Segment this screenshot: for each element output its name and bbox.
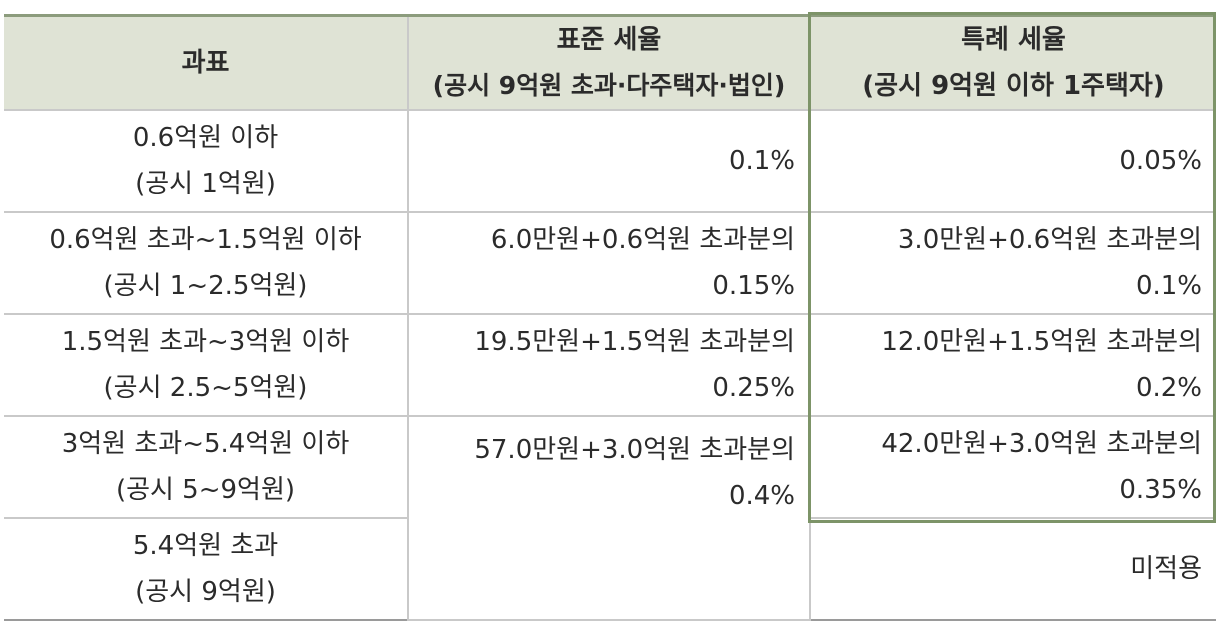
tax-base-cell: 1.5억원 초과~3억원 이하 (공시 2.5~5억원): [4, 314, 409, 417]
standard-rate-value: 0.1%: [728, 146, 795, 176]
special-rate-percent: 0.35%: [1119, 475, 1202, 505]
tax-base-range: 5.4억원 초과: [132, 531, 279, 561]
special-rate-cell: 3.0만원+0.6억원 초과분의 0.1%: [810, 212, 1216, 315]
tax-base-range: 0.6억원 초과~1.5억원 이하: [49, 225, 362, 255]
header-tax-base: 과표: [4, 15, 409, 111]
tax-base-cell: 5.4억원 초과 (공시 9억원): [4, 518, 409, 621]
special-rate-value: 0.05%: [1119, 146, 1202, 176]
standard-rate-percent: 0.25%: [712, 373, 795, 403]
table-row: 1.5억원 초과~3억원 이하 (공시 2.5~5억원) 19.5만원+1.5억…: [4, 314, 1216, 417]
header-standard-rate-title: 표준 세율: [556, 25, 662, 55]
tax-base-range: 3억원 초과~5.4억원 이하: [61, 429, 350, 459]
special-rate-cell: 0.05%: [810, 110, 1216, 213]
standard-rate-percent: 0.4%: [728, 481, 795, 511]
tax-base-public-price: (공시 1억원): [135, 169, 276, 199]
special-rate-not-applicable: 미적용: [1130, 554, 1202, 584]
standard-rate-cell: 6.0만원+0.6억원 초과분의 0.15%: [408, 212, 811, 315]
property-tax-rate-table: 과표 표준 세율 (공시 9억원 초과·다주택자·법인) 특례 세율 (공시 9…: [4, 14, 1216, 621]
special-rate-percent: 0.1%: [1135, 271, 1202, 301]
table-row: 0.6억원 초과~1.5억원 이하 (공시 1~2.5억원) 6.0만원+0.6…: [4, 212, 1216, 315]
tax-base-public-price: (공시 5~9억원): [115, 475, 296, 505]
header-special-rate-subtitle: (공시 9억원 이하 1주택자): [862, 71, 1165, 101]
header-tax-base-label: 과표: [181, 48, 230, 78]
header-special-rate: 특례 세율 (공시 9억원 이하 1주택자): [810, 15, 1216, 111]
table-row: 0.6억원 이하 (공시 1억원) 0.1% 0.05%: [4, 110, 1216, 213]
tax-base-public-price: (공시 9억원): [135, 577, 276, 607]
tax-base-range: 0.6억원 이하: [132, 123, 279, 153]
special-rate-formula: 42.0만원+3.0억원 초과분의: [881, 429, 1202, 459]
standard-rate-formula: 19.5만원+1.5억원 초과분의: [474, 327, 795, 357]
table-header-row: 과표 표준 세율 (공시 9억원 초과·다주택자·법인) 특례 세율 (공시 9…: [4, 15, 1216, 111]
standard-rate-formula: 57.0만원+3.0억원 초과분의: [474, 435, 795, 465]
standard-rate-percent: 0.15%: [712, 271, 795, 301]
special-rate-cell: 42.0만원+3.0억원 초과분의 0.35%: [810, 416, 1216, 519]
special-rate-cell: 미적용: [810, 518, 1216, 621]
special-rate-percent: 0.2%: [1135, 373, 1202, 403]
standard-rate-cell: 0.1%: [408, 110, 811, 213]
special-rate-formula: 3.0만원+0.6억원 초과분의: [897, 225, 1202, 255]
table-row: 3억원 초과~5.4억원 이하 (공시 5~9억원) 57.0만원+3.0억원 …: [4, 416, 1216, 621]
tax-base-public-price: (공시 1~2.5억원): [103, 271, 308, 301]
special-rate-formula: 12.0만원+1.5억원 초과분의: [881, 327, 1202, 357]
tax-base-cell: 0.6억원 이하 (공시 1억원): [4, 110, 409, 213]
header-standard-rate-subtitle: (공시 9억원 초과·다주택자·법인): [432, 71, 786, 100]
standard-rate-formula: 6.0만원+0.6억원 초과분의: [490, 225, 795, 255]
header-standard-rate: 표준 세율 (공시 9억원 초과·다주택자·법인): [408, 15, 811, 111]
standard-rate-cell: 19.5만원+1.5억원 초과분의 0.25%: [408, 314, 811, 417]
tax-base-cell: 0.6억원 초과~1.5억원 이하 (공시 1~2.5억원): [4, 212, 409, 315]
special-rate-cell: 12.0만원+1.5억원 초과분의 0.2%: [810, 314, 1216, 417]
table-row: 5.4억원 초과 (공시 9억원) 미적용: [4, 518, 1216, 621]
tax-base-public-price: (공시 2.5~5억원): [103, 373, 308, 403]
standard-rate-cell: 57.0만원+3.0억원 초과분의 0.4%: [408, 416, 811, 621]
tax-base-range: 1.5억원 초과~3억원 이하: [61, 327, 350, 357]
tax-base-cell: 3억원 초과~5.4억원 이하 (공시 5~9억원): [4, 416, 409, 519]
header-special-rate-title: 특례 세율: [961, 25, 1066, 55]
